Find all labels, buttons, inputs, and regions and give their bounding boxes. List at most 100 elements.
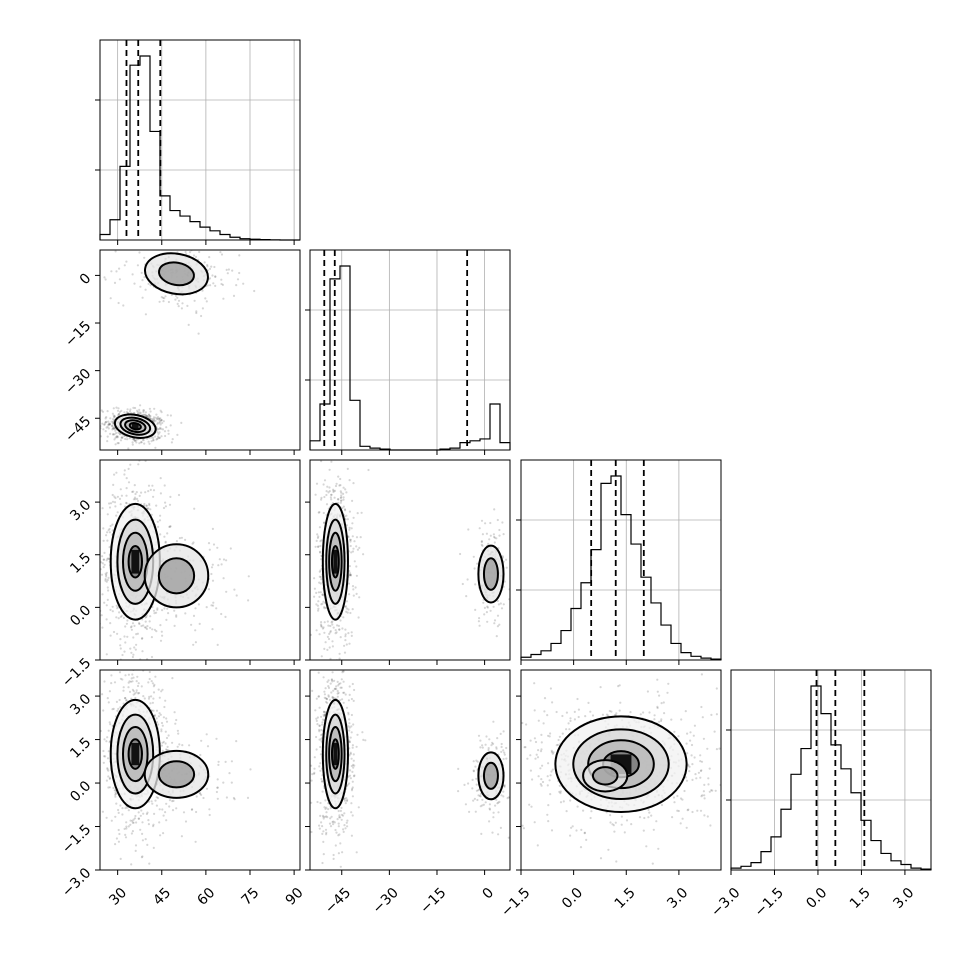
contour-line (127, 738, 143, 770)
sample-point (139, 404, 142, 407)
sample-point (502, 533, 505, 536)
sample-point (132, 693, 135, 696)
sample-point (151, 682, 154, 685)
sample-point (339, 484, 342, 487)
sample-point (155, 709, 159, 712)
sample-point (87, 570, 89, 572)
sample-point (341, 507, 344, 510)
sample-point (190, 623, 193, 626)
sample-point (188, 744, 191, 747)
sample-point (220, 253, 224, 256)
sample-point (335, 831, 338, 834)
sample-point (359, 536, 362, 539)
sample-point (343, 799, 347, 802)
sample-point (344, 509, 347, 512)
sample-point (350, 634, 353, 638)
density-peak (131, 549, 140, 574)
sample-point (110, 424, 113, 427)
sample-point (360, 511, 363, 514)
sample-point (479, 795, 482, 798)
sample-point (177, 732, 180, 735)
sample-point (156, 431, 159, 434)
sample-point (174, 722, 177, 725)
sample-point (162, 740, 165, 744)
sample-point (117, 840, 120, 843)
density-fill (483, 762, 498, 789)
sample-point (318, 706, 321, 709)
sample-point (472, 799, 475, 802)
sample-point (103, 601, 106, 604)
sample-point (165, 717, 168, 720)
sample-point (355, 565, 358, 568)
sample-point (94, 584, 96, 586)
sample-point (130, 697, 133, 700)
sample-point (650, 814, 653, 817)
sample-point (151, 802, 154, 805)
sample-point (496, 737, 499, 740)
sample-point (496, 614, 500, 617)
sample-point (142, 410, 145, 414)
sample-point (323, 696, 326, 699)
density-fill (158, 558, 195, 594)
sample-point (362, 738, 365, 742)
sample-point (160, 730, 163, 733)
sample-point (348, 574, 352, 577)
sample-point (327, 685, 330, 688)
sample-point (137, 692, 140, 695)
scatter-panel-2-3 (516, 669, 722, 875)
sample-point (198, 622, 201, 626)
sample-point (507, 836, 510, 839)
sample-point (318, 550, 322, 553)
sample-point (345, 514, 348, 517)
sample-point (326, 620, 329, 623)
sample-point (505, 757, 508, 760)
sample-point (148, 670, 151, 674)
sample-point (346, 819, 349, 822)
sample-point (327, 686, 331, 690)
sample-point (135, 441, 138, 444)
sample-point (353, 688, 356, 692)
sample-point (124, 437, 127, 441)
sample-point (340, 678, 343, 681)
sample-point (321, 780, 324, 783)
sample-point (348, 726, 351, 729)
sample-point (108, 786, 111, 789)
sample-point (141, 438, 144, 441)
sample-point (132, 406, 135, 409)
sample-point (160, 427, 163, 430)
sample-point (119, 857, 122, 861)
sample-point (176, 302, 179, 305)
sample-point (114, 795, 117, 798)
sample-point (130, 863, 133, 866)
sample-point (322, 840, 325, 844)
sample-point (318, 575, 321, 578)
sample-point (169, 495, 172, 498)
sample-point (115, 802, 118, 805)
sample-point (118, 635, 120, 637)
sample-point (326, 485, 329, 488)
sample-point (120, 614, 123, 618)
sample-point (95, 753, 97, 755)
sample-point (107, 729, 110, 732)
sample-point (232, 796, 235, 800)
panel-frame (99, 459, 301, 661)
sample-point (101, 410, 105, 413)
sample-point (116, 607, 119, 610)
sample-point (327, 695, 330, 698)
sample-point (325, 503, 329, 506)
sample-point (337, 501, 340, 505)
sample-point (154, 435, 157, 438)
sample-point (342, 496, 345, 499)
sample-point (98, 793, 100, 795)
sample-point (485, 532, 488, 535)
sample-point (329, 496, 332, 499)
sample-point (210, 265, 213, 268)
sample-point (477, 734, 481, 737)
sample-point (137, 463, 140, 466)
sample-point (170, 245, 172, 247)
sample-point (338, 628, 341, 631)
sample-point (193, 507, 196, 510)
sample-point (340, 806, 343, 810)
sample-point (102, 428, 105, 431)
sample-point (476, 562, 479, 565)
